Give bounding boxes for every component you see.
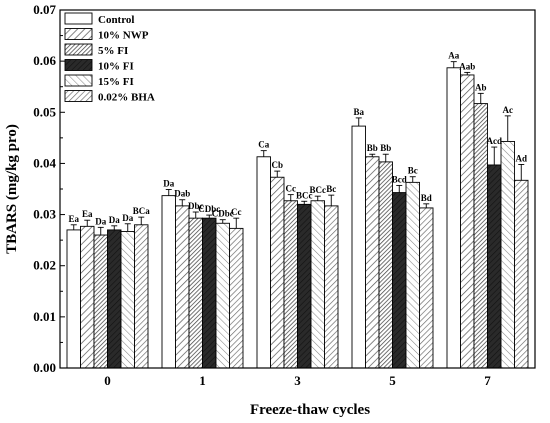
legend-label: Control <box>98 14 134 26</box>
x-tick-label: 7 <box>484 373 491 388</box>
bar-label: Ca <box>258 140 269 150</box>
bar-label: Ad <box>515 153 527 163</box>
x-tick-label: 3 <box>294 373 301 388</box>
y-tick-label: 0.03 <box>33 207 56 222</box>
bar-label: CDbc <box>198 204 220 214</box>
bar-label: Acd <box>487 136 503 146</box>
bar-label: Aab <box>459 61 475 71</box>
bar-label: Dbc <box>188 201 204 211</box>
legend-swatch <box>64 90 93 102</box>
bar-3-5 <box>419 207 434 369</box>
bar-2-5 <box>324 205 339 369</box>
legend-label: 5% FI <box>98 45 128 57</box>
legend-label: 10% NWP <box>98 30 149 42</box>
bar-label: Bb <box>367 143 378 153</box>
legend: Control 10% NWP 5% FI 10% FI 15% FI 0.02% BHA <box>64 12 155 104</box>
bar-label: Ea <box>82 209 93 219</box>
bar-label: Bc <box>326 184 336 194</box>
bar-4-0 <box>446 67 461 369</box>
bar-label: Aa <box>448 51 459 61</box>
x-axis: 0 1 3 5 7 <box>104 363 491 388</box>
y-tick-label: 0.06 <box>33 53 56 68</box>
bar-label: Bd <box>421 193 432 203</box>
bars-group <box>66 67 529 369</box>
bar-1-5 <box>229 227 244 369</box>
legend-swatch <box>64 43 93 56</box>
bar-label: Da <box>163 179 174 189</box>
error-bars-group <box>70 61 525 236</box>
bar-label: Ac <box>503 105 514 115</box>
bar-4-2 <box>473 103 488 369</box>
legend-swatch <box>64 28 93 40</box>
y-tick-label: 0.04 <box>33 155 56 170</box>
bar-0-3 <box>107 229 122 369</box>
bar-0-1 <box>80 225 95 369</box>
x-tick-label: 1 <box>199 373 206 388</box>
legend-swatch <box>64 12 93 25</box>
bar-1-3 <box>202 217 217 369</box>
bar-4-3 <box>487 164 502 369</box>
legend-label: 0.02% BHA <box>98 92 155 104</box>
bar-3-2 <box>378 161 393 369</box>
bar-label: Ab <box>475 82 487 92</box>
legend-label: 15% FI <box>98 76 134 88</box>
bar-4-1 <box>460 74 475 369</box>
bar-2-2 <box>283 200 298 369</box>
legend-label: 10% FI <box>98 61 134 73</box>
bar-2-1 <box>270 176 285 369</box>
bar-4-4 <box>500 140 515 369</box>
bar-label: Da <box>122 213 133 223</box>
bar-0-4 <box>120 230 135 369</box>
legend-swatch <box>64 74 93 87</box>
x-tick-label: 5 <box>389 373 396 388</box>
bar-label: Bcd <box>392 174 407 184</box>
bar-label: Cc <box>231 207 242 217</box>
bar-label: Dab <box>174 189 190 199</box>
bar-label: BCc <box>296 190 313 200</box>
bar-0-5 <box>134 224 149 369</box>
y-tick-label: 0.07 <box>33 2 56 17</box>
y-tick-label: 0.05 <box>33 104 56 119</box>
bar-label: Cb <box>271 160 283 170</box>
y-tick-label: 0.00 <box>33 360 56 375</box>
bar-label: Ea <box>68 214 79 224</box>
x-axis-label: Freeze-thaw cycles <box>250 402 370 418</box>
legend-swatch <box>64 59 93 71</box>
bar-3-0 <box>351 125 366 369</box>
bar-1-2 <box>188 217 203 369</box>
bar-3-3 <box>392 192 407 369</box>
y-axis-label: TBARS (mg/kg pro) <box>4 124 20 254</box>
bar-label: Da <box>109 215 120 225</box>
bar-2-3 <box>297 203 312 369</box>
bar-3-4 <box>405 181 420 369</box>
bar-2-0 <box>256 156 271 369</box>
x-tick-label: 0 <box>104 373 111 388</box>
bar-1-0 <box>161 195 176 369</box>
bar-label: Cc <box>286 184 297 194</box>
bar-label: BCa <box>133 206 151 216</box>
bar-1-4 <box>215 222 230 369</box>
bar-label: Bc <box>408 166 418 176</box>
y-tick-label: 0.01 <box>33 309 56 324</box>
bar-0-2 <box>93 234 108 369</box>
y-axis: 0.00 0.01 0.02 0.03 0.04 0.05 0.06 0.07 <box>33 2 65 375</box>
bar-0-0 <box>66 229 81 369</box>
bar-3-1 <box>365 156 380 369</box>
bar-label: Bb <box>380 143 391 153</box>
bar-1-1 <box>175 205 190 369</box>
y-tick-label: 0.02 <box>33 258 56 273</box>
bar-label: CDbc <box>212 209 234 219</box>
bar-label: Da <box>95 216 106 226</box>
bar-4-5 <box>514 179 529 369</box>
bar-2-4 <box>310 200 325 369</box>
bar-label: Ba <box>353 107 364 117</box>
bar-label: BCc <box>310 185 327 195</box>
